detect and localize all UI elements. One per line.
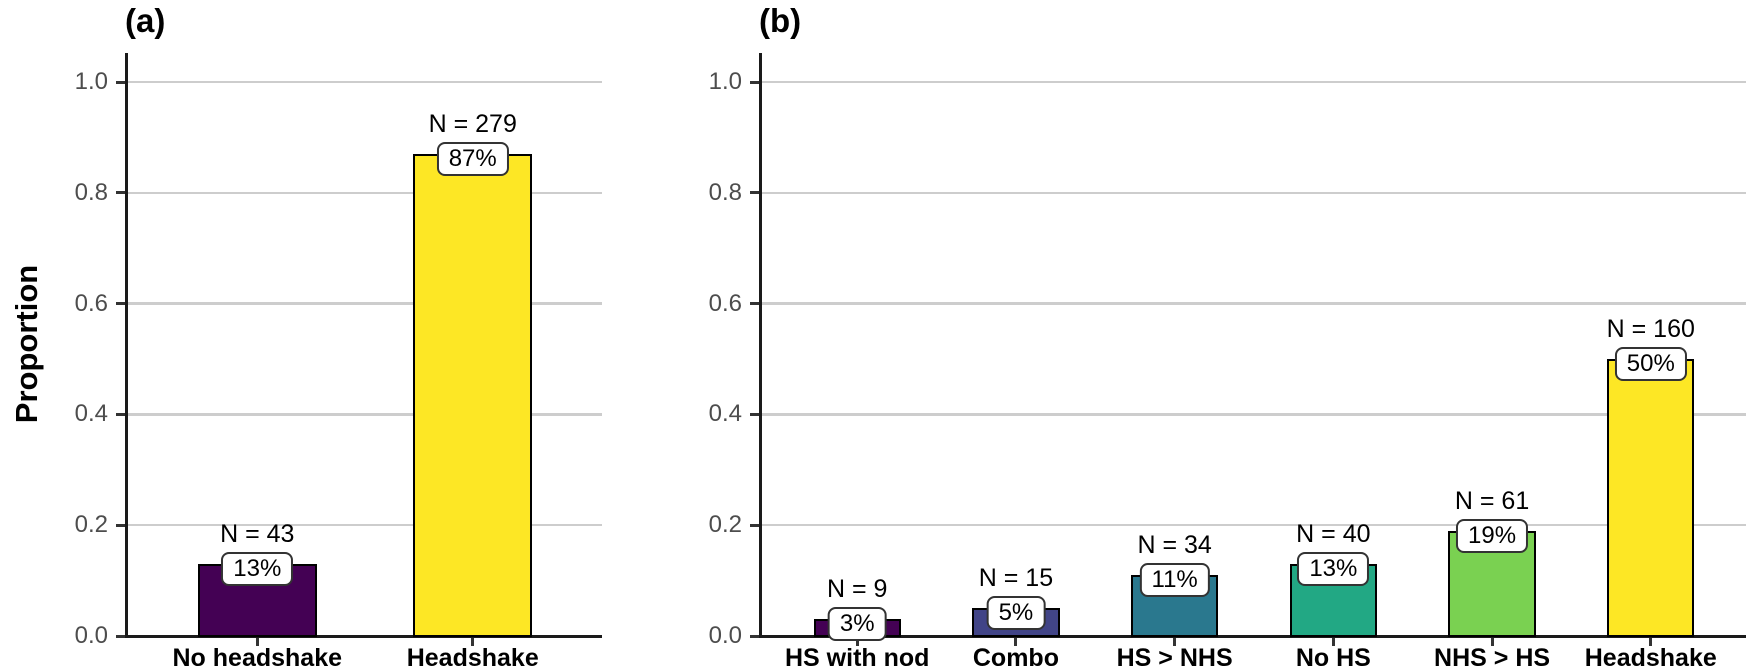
y-axis-tick (115, 302, 125, 306)
percent-label: 3% (827, 607, 887, 642)
count-label: N = 40 (1296, 519, 1371, 548)
x-axis-tick (855, 637, 859, 646)
percent-label: 11% (1139, 563, 1210, 598)
y-gridline (762, 302, 1746, 305)
x-axis-category-label: Combo (972, 644, 1059, 667)
percent-label: 13% (221, 551, 294, 586)
x-axis-category-label: No headshake (172, 644, 343, 667)
y-axis-tick-label: 0.8 (74, 178, 108, 206)
y-axis-tick (749, 523, 759, 527)
count-label: N = 160 (1606, 315, 1695, 343)
percent-label: 19% (1456, 518, 1529, 553)
count-label: N = 34 (1137, 531, 1212, 560)
y-gridline (762, 80, 1746, 84)
x-axis-tick (1490, 637, 1494, 646)
y-axis-tick-label: 0.6 (74, 289, 108, 317)
y-axis-tick-label: 1.0 (74, 68, 108, 95)
x-axis-tick (1173, 637, 1177, 646)
y-axis-tick (749, 302, 759, 306)
x-axis-tick (471, 637, 475, 646)
y-axis-tick-label: 0.2 (708, 511, 742, 539)
y-axis-tick-label: 1.0 (708, 68, 742, 95)
panel-label: (b) (759, 2, 802, 39)
y-axis-tick (749, 634, 759, 638)
y-gridline (128, 413, 602, 416)
x-axis-category-label: Headshake (406, 644, 539, 667)
y-gridline (762, 523, 1746, 527)
y-gridline (762, 413, 1746, 416)
y-axis-line (758, 53, 762, 638)
y-axis-tick-label: 0.8 (708, 178, 742, 206)
y-gridline (128, 523, 602, 527)
y-axis-tick (115, 191, 125, 195)
count-label: N = 61 (1454, 486, 1530, 515)
y-gridline (762, 191, 1746, 195)
y-axis-tick-label: 0.4 (74, 400, 108, 428)
y-axis-tick-label: 0.6 (708, 289, 742, 317)
count-label: N = 279 (428, 110, 517, 139)
count-label: N = 43 (220, 519, 295, 548)
x-axis-line (758, 634, 1746, 638)
percent-label: 13% (1297, 551, 1370, 586)
y-axis-tick (749, 80, 759, 84)
percent-label: 5% (986, 596, 1046, 631)
x-axis-category-label: No HS (1295, 644, 1371, 667)
y-axis-line (124, 53, 128, 638)
x-axis-category-label: NHS > HS (1434, 644, 1551, 667)
y-axis-tick-label: 0.4 (708, 400, 742, 428)
y-axis-tick (115, 412, 125, 416)
x-axis-category-label: HS > NHS (1116, 644, 1233, 667)
percent-label: 87% (436, 142, 509, 177)
x-axis-tick (255, 637, 259, 646)
y-axis-tick (749, 191, 759, 195)
x-axis-category-label: Headshake (1584, 644, 1717, 667)
count-label: N = 9 (826, 575, 888, 604)
y-axis-tick-label: 0.2 (74, 511, 108, 539)
bar-headshake (413, 154, 532, 637)
y-axis-tick (749, 412, 759, 416)
bar-headshake (1607, 359, 1695, 637)
y-axis-tick (115, 523, 125, 527)
x-axis-tick (1331, 637, 1335, 646)
y-axis-tick-label: 0.0 (708, 622, 742, 649)
y-axis-tick (115, 634, 125, 638)
y-gridline (128, 80, 602, 84)
y-gridline (128, 191, 602, 195)
panel-label: (a) (125, 2, 166, 39)
x-axis-tick (1014, 637, 1018, 646)
count-label: N = 15 (978, 564, 1054, 593)
y-axis-tick (115, 80, 125, 84)
x-axis-line (124, 634, 602, 638)
y-gridline (128, 302, 602, 305)
x-axis-category-label: HS with nod (785, 644, 930, 667)
x-axis-tick (1649, 637, 1653, 646)
y-axis-tick-label: 0.0 (74, 622, 108, 649)
percent-label: 50% (1614, 347, 1687, 381)
